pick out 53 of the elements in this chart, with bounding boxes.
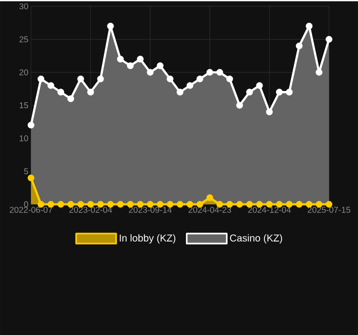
point [196,75,204,82]
point [206,194,214,201]
point [296,200,303,208]
point [48,82,54,89]
point [246,88,253,96]
point [117,200,124,208]
point [286,88,293,96]
point [236,200,243,208]
x-tick-label: 2024-12-04 [248,206,291,213]
y-tick-label: 30 [19,3,28,10]
point [57,200,64,208]
point [77,75,84,82]
x-tick-label: 2024-04-23 [188,206,232,213]
x-tick-label: 2022-06-07 [10,206,52,213]
point [306,22,312,30]
point [136,56,144,62]
x-tick-label: 2025-07-15 [308,206,350,213]
x-tick-label: 2023-09-14 [128,206,172,213]
point [226,75,234,82]
point [316,68,322,76]
legend-label: Casino (KZ) [230,234,282,244]
y-tick-label: 15 [20,102,28,108]
y-tick-label: 20 [19,69,28,76]
point [216,68,224,76]
point [176,88,184,96]
y-tick-label: 10 [20,135,28,142]
y-tick-label: 25 [19,36,28,42]
point [156,62,164,69]
point [206,68,214,76]
point [107,22,114,30]
point [146,68,154,76]
point [126,62,134,69]
legend-label: In lobby (KZ) [120,234,176,244]
point [57,88,64,96]
point [186,82,194,89]
point [326,36,332,43]
point [166,75,174,82]
point [176,200,184,208]
y-tick-label: 5 [24,168,28,174]
point [296,42,303,50]
point [97,75,104,82]
y-tick-label: 0 [24,201,28,208]
point [38,75,44,82]
point [67,95,74,102]
point [28,122,34,128]
point [87,88,94,96]
point [276,88,283,96]
point [266,108,273,116]
point [117,56,124,62]
point [28,174,34,182]
point [236,102,243,109]
x-tick-label: 2023-02-04 [69,206,112,213]
point [256,82,263,89]
